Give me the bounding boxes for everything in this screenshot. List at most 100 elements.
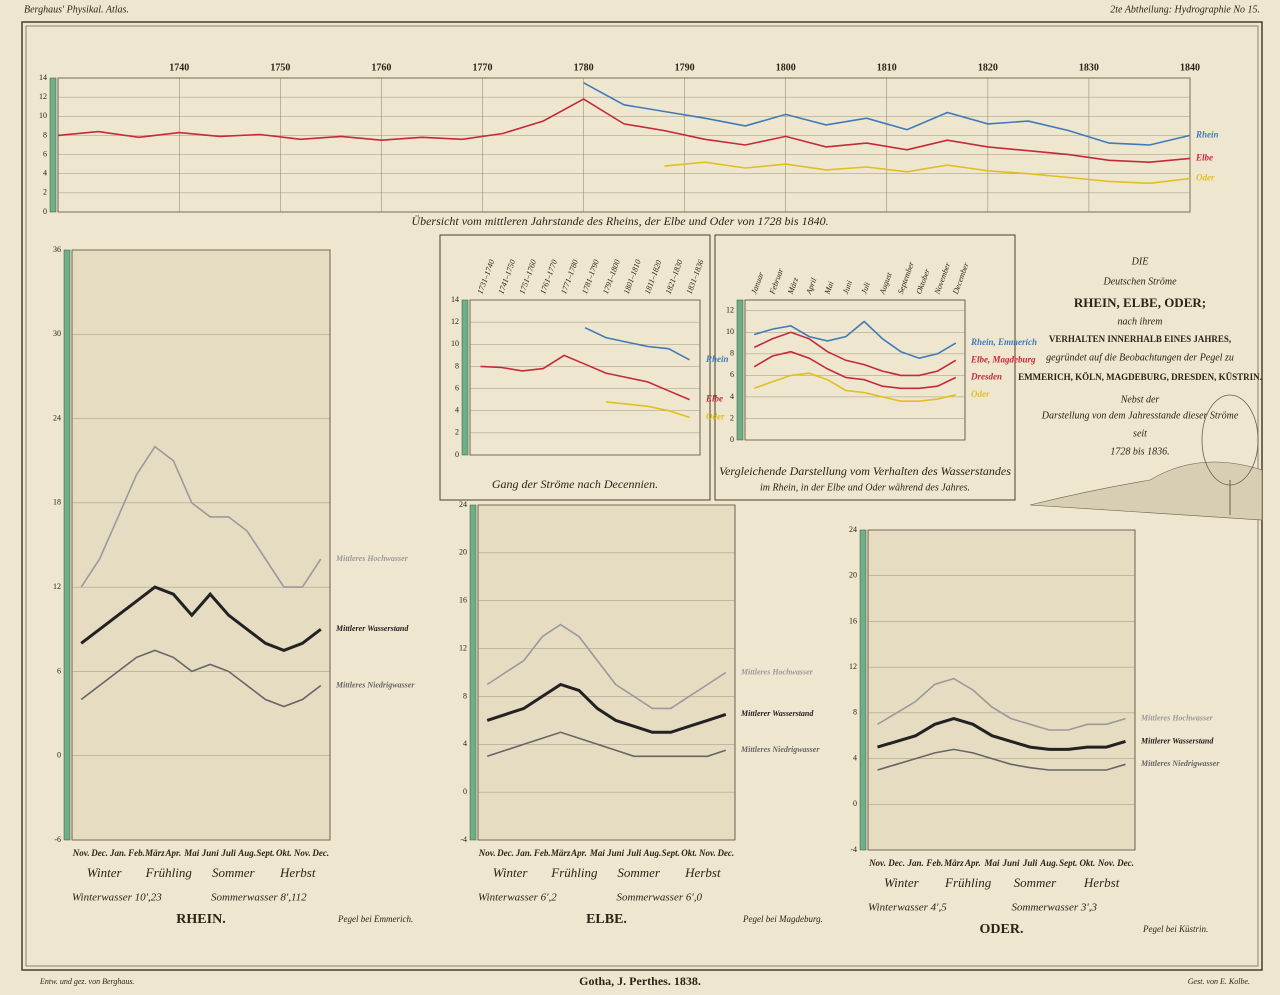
x-tick-label: März <box>550 848 571 858</box>
legend-label: Elbe <box>1195 152 1213 162</box>
y-tick-label: 8 <box>730 349 734 358</box>
x-tick-label: Dec. <box>887 858 905 868</box>
x-tick-label: Jan. <box>907 858 924 868</box>
y-tick-label: 4 <box>463 739 467 748</box>
x-tick-label: Sept. <box>256 848 274 858</box>
legend-label: Oder <box>971 389 990 399</box>
x-tick-label: Juni <box>201 848 220 858</box>
pegel-label: Pegel bei Magdeburg. <box>742 914 823 924</box>
header-right: 2te Abtheilung: Hydrographie No 15. <box>1110 4 1260 15</box>
y-tick-label: 12 <box>726 306 734 315</box>
chart-subtitle: im Rhein, in der Elbe und Oder während d… <box>760 482 970 493</box>
axis-strip <box>736 299 744 441</box>
x-tick-label: März <box>144 848 165 858</box>
series-line <box>486 682 727 734</box>
season-label: Frühling <box>550 865 598 880</box>
x-tick-label: Juli <box>626 848 642 858</box>
axis-strip <box>469 504 477 841</box>
season-label: Sommer <box>1014 875 1058 890</box>
y-tick-label: 6 <box>43 149 47 158</box>
x-tick-label: Okt. <box>681 848 697 858</box>
y-tick-label: 30 <box>53 329 61 338</box>
y-tick-label: 10 <box>726 327 734 336</box>
legend-label: Mittleres Hochwasser <box>1140 713 1214 722</box>
series-line <box>753 372 956 402</box>
legend-label: Oder <box>1196 173 1215 183</box>
legend-label: Elbe <box>705 394 723 404</box>
series-line <box>80 445 322 588</box>
x-tick-label: Dec. <box>311 848 329 858</box>
chart-title: Vergleichende Darstellung vom Verhalten … <box>719 464 1011 478</box>
axis-strip <box>63 249 71 841</box>
title-line: Nebst der <box>1120 394 1160 405</box>
y-tick-label: 14 <box>39 73 47 82</box>
series-line <box>583 82 1191 146</box>
x-tick-label: Jan. <box>515 848 532 858</box>
title-line: Darstellung von dem Jahresstande dieser … <box>1041 410 1239 421</box>
series-line <box>486 623 727 710</box>
y-tick-label: 0 <box>853 799 857 808</box>
river-title: ELBE. <box>586 912 627 927</box>
chart-title: Gang der Ströme nach Decennien. <box>492 477 658 491</box>
x-tick-label: Dec. <box>1116 858 1134 868</box>
y-tick-label: 4 <box>853 753 857 762</box>
x-tick-label: Nov. <box>293 848 311 858</box>
pegel-label: Pegel bei Küstrin. <box>1142 924 1208 934</box>
x-tick-label: Mai <box>822 280 835 296</box>
y-tick-label: 8 <box>463 691 467 700</box>
title-line: RHEIN, ELBE, ODER; <box>1074 295 1206 310</box>
legend-label: Dresden <box>970 372 1002 382</box>
y-tick-label: 10 <box>39 111 47 120</box>
season-label: Sommer <box>212 865 256 880</box>
y-tick-label: 12 <box>451 317 459 326</box>
title-line: gegründet auf die Beobachtungen der Pege… <box>1046 352 1234 363</box>
y-tick-label: 12 <box>459 643 467 652</box>
y-tick-label: 0 <box>463 787 467 796</box>
x-tick-label: 1790 <box>675 62 695 73</box>
x-tick-label: Juli <box>220 848 236 858</box>
x-tick-label: Juli <box>859 281 872 295</box>
x-tick-label: Dec. <box>496 848 514 858</box>
axis-strip <box>859 529 867 851</box>
x-tick-label: 1780 <box>574 62 594 73</box>
x-tick-label: 1760 <box>371 62 391 73</box>
season-label: Sommer <box>617 865 661 880</box>
series-line <box>877 748 1126 771</box>
y-tick-label: 36 <box>53 245 61 254</box>
x-tick-label: Dec. <box>90 848 108 858</box>
x-tick-label: Sept. <box>1059 858 1077 868</box>
x-tick-label: Apr. <box>164 848 181 858</box>
x-tick-label: Mai <box>983 858 1000 868</box>
y-tick-label: 4 <box>730 392 734 401</box>
y-tick-label: 8 <box>455 361 459 370</box>
series-line <box>753 320 957 360</box>
y-tick-label: 2 <box>43 188 47 197</box>
plot-area <box>867 529 1136 851</box>
plot-area <box>71 249 331 841</box>
y-tick-label: -4 <box>850 845 857 854</box>
series-line <box>80 649 322 708</box>
x-tick-label: Jan. <box>109 848 126 858</box>
series-line <box>877 717 1126 751</box>
legend-label: Mittleres Hochwasser <box>740 667 814 676</box>
legend-label: Mittlerer Wasserstand <box>740 709 814 718</box>
x-tick-label: Mai <box>183 848 200 858</box>
x-tick-label: Okt. <box>1079 858 1095 868</box>
y-tick-label: 24 <box>53 413 61 422</box>
x-tick-label: 1740 <box>169 62 189 73</box>
river-title: ODER. <box>980 922 1024 937</box>
x-tick-label: Juli <box>1022 858 1038 868</box>
x-tick-label: Sept. <box>662 848 680 858</box>
series-line <box>753 350 957 390</box>
season-label: Winter <box>87 865 123 880</box>
summer-label: Sommerwasser 8',112 <box>211 892 307 904</box>
series-line <box>486 731 727 758</box>
x-tick-label: 1750 <box>270 62 290 73</box>
summer-label: Sommerwasser 6',0 <box>617 892 703 904</box>
legend-label: Mittleres Niedrigwasser <box>740 745 820 754</box>
series-line <box>584 326 690 361</box>
title-block: DIE Deutschen Ströme RHEIN, ELBE, ODER; nac… <box>1018 256 1262 457</box>
summer-label: Sommerwasser 3',3 <box>1012 902 1098 914</box>
title-line: Deutschen Ströme <box>1102 276 1177 287</box>
series-line <box>664 161 1191 185</box>
